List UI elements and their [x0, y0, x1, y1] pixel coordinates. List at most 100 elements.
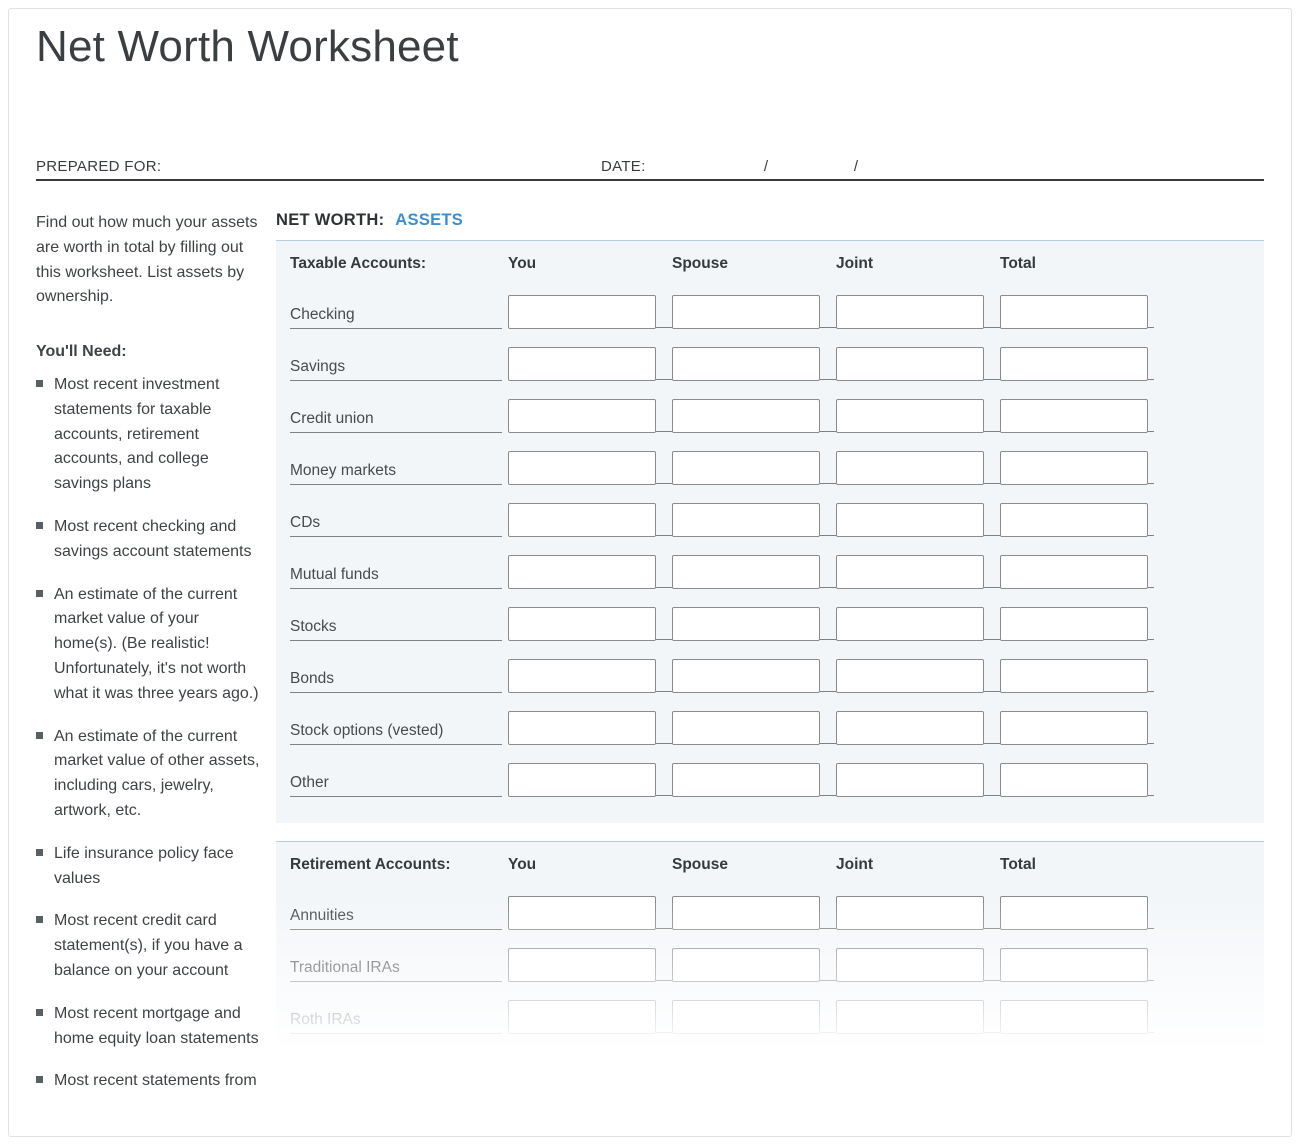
section-heading-prefix: NET WORTH:	[276, 211, 384, 229]
input-cell-spouse[interactable]	[672, 555, 820, 589]
input-cell-you[interactable]	[508, 896, 656, 930]
cell-wrap	[672, 896, 836, 930]
input-cell-spouse[interactable]	[672, 763, 820, 797]
connector	[820, 639, 836, 640]
connector	[820, 587, 836, 588]
table-row: Bonds	[290, 659, 1250, 693]
input-cell-joint[interactable]	[836, 295, 984, 329]
connector	[1148, 795, 1154, 796]
input-cell-joint[interactable]	[836, 1000, 984, 1034]
input-cell-spouse[interactable]	[672, 896, 820, 930]
input-cell-spouse[interactable]	[672, 451, 820, 485]
input-cell-joint[interactable]	[836, 896, 984, 930]
input-cell-you[interactable]	[508, 1000, 656, 1034]
connector	[1148, 691, 1154, 692]
input-cell-joint[interactable]	[836, 607, 984, 641]
column-header-spouse: Spouse	[672, 856, 836, 874]
connector	[984, 795, 1000, 796]
input-cell-joint[interactable]	[836, 399, 984, 433]
date-label: DATE:	[601, 158, 721, 175]
input-cell-spouse[interactable]	[672, 607, 820, 641]
cell-wrap	[672, 503, 836, 537]
input-cell-total[interactable]	[1000, 503, 1148, 537]
input-cell-you[interactable]	[508, 503, 656, 537]
connector	[820, 431, 836, 432]
input-cell-you[interactable]	[508, 295, 656, 329]
connector	[656, 928, 672, 929]
connector	[984, 1032, 1000, 1033]
column-header-joint: Joint	[836, 255, 1000, 273]
input-cell-spouse[interactable]	[672, 711, 820, 745]
cell-wrap	[836, 1000, 1000, 1034]
input-cell-joint[interactable]	[836, 659, 984, 693]
connector	[984, 928, 1000, 929]
input-cell-you[interactable]	[508, 607, 656, 641]
connector	[984, 379, 1000, 380]
input-cell-total[interactable]	[1000, 1000, 1148, 1034]
input-cell-total[interactable]	[1000, 948, 1148, 982]
input-cell-you[interactable]	[508, 555, 656, 589]
connector	[1148, 379, 1154, 380]
connector	[984, 535, 1000, 536]
connector	[820, 795, 836, 796]
connector	[656, 639, 672, 640]
row-label: Checking	[290, 306, 502, 329]
date-slash-2: /	[811, 158, 901, 175]
cell-wrap	[672, 763, 836, 797]
input-cell-total[interactable]	[1000, 763, 1148, 797]
connector	[820, 483, 836, 484]
input-cell-joint[interactable]	[836, 711, 984, 745]
input-cell-total[interactable]	[1000, 896, 1148, 930]
input-cell-you[interactable]	[508, 659, 656, 693]
cell-wrap	[1000, 607, 1154, 641]
input-cell-spouse[interactable]	[672, 1000, 820, 1034]
connector	[656, 483, 672, 484]
column-header-total: Total	[1000, 255, 1164, 273]
input-cell-joint[interactable]	[836, 555, 984, 589]
row-label: Credit union	[290, 410, 502, 433]
input-cell-you[interactable]	[508, 711, 656, 745]
input-cell-joint[interactable]	[836, 948, 984, 982]
prepared-for-label: PREPARED FOR:	[36, 158, 601, 175]
input-cell-spouse[interactable]	[672, 347, 820, 381]
row-label: Traditional IRAs	[290, 959, 502, 982]
input-cell-total[interactable]	[1000, 295, 1148, 329]
input-cell-total[interactable]	[1000, 399, 1148, 433]
column-header-spouse: Spouse	[672, 255, 836, 273]
connector	[820, 691, 836, 692]
input-cell-spouse[interactable]	[672, 295, 820, 329]
input-cell-you[interactable]	[508, 451, 656, 485]
input-cell-you[interactable]	[508, 347, 656, 381]
column-header-you: You	[508, 856, 672, 874]
input-cell-total[interactable]	[1000, 451, 1148, 485]
input-cell-you[interactable]	[508, 399, 656, 433]
input-cell-you[interactable]	[508, 948, 656, 982]
input-cell-spouse[interactable]	[672, 948, 820, 982]
input-cell-total[interactable]	[1000, 347, 1148, 381]
input-cell-you[interactable]	[508, 763, 656, 797]
table-row: Savings	[290, 347, 1250, 381]
input-cell-joint[interactable]	[836, 347, 984, 381]
input-cell-total[interactable]	[1000, 607, 1148, 641]
input-cell-joint[interactable]	[836, 451, 984, 485]
input-cell-spouse[interactable]	[672, 503, 820, 537]
youll-need-list: Most recent investment statements for ta…	[36, 373, 266, 1094]
connector	[656, 535, 672, 536]
input-cell-total[interactable]	[1000, 555, 1148, 589]
connector	[1148, 928, 1154, 929]
connector	[1148, 483, 1154, 484]
cell-wrap	[672, 451, 836, 485]
sidebar: Find out how much your assets are worth …	[36, 211, 266, 1112]
youll-need-title: You'll Need:	[36, 340, 266, 365]
input-cell-total[interactable]	[1000, 711, 1148, 745]
input-cell-total[interactable]	[1000, 659, 1148, 693]
table-row: Money markets	[290, 451, 1250, 485]
input-cell-spouse[interactable]	[672, 399, 820, 433]
main: NET WORTH: ASSETS Taxable Accounts:YouSp…	[276, 211, 1264, 1078]
input-cell-joint[interactable]	[836, 503, 984, 537]
need-item: Most recent checking and savings account…	[36, 515, 266, 565]
input-cell-joint[interactable]	[836, 763, 984, 797]
cell-wrap	[508, 711, 672, 745]
row-label: Bonds	[290, 670, 502, 693]
input-cell-spouse[interactable]	[672, 659, 820, 693]
